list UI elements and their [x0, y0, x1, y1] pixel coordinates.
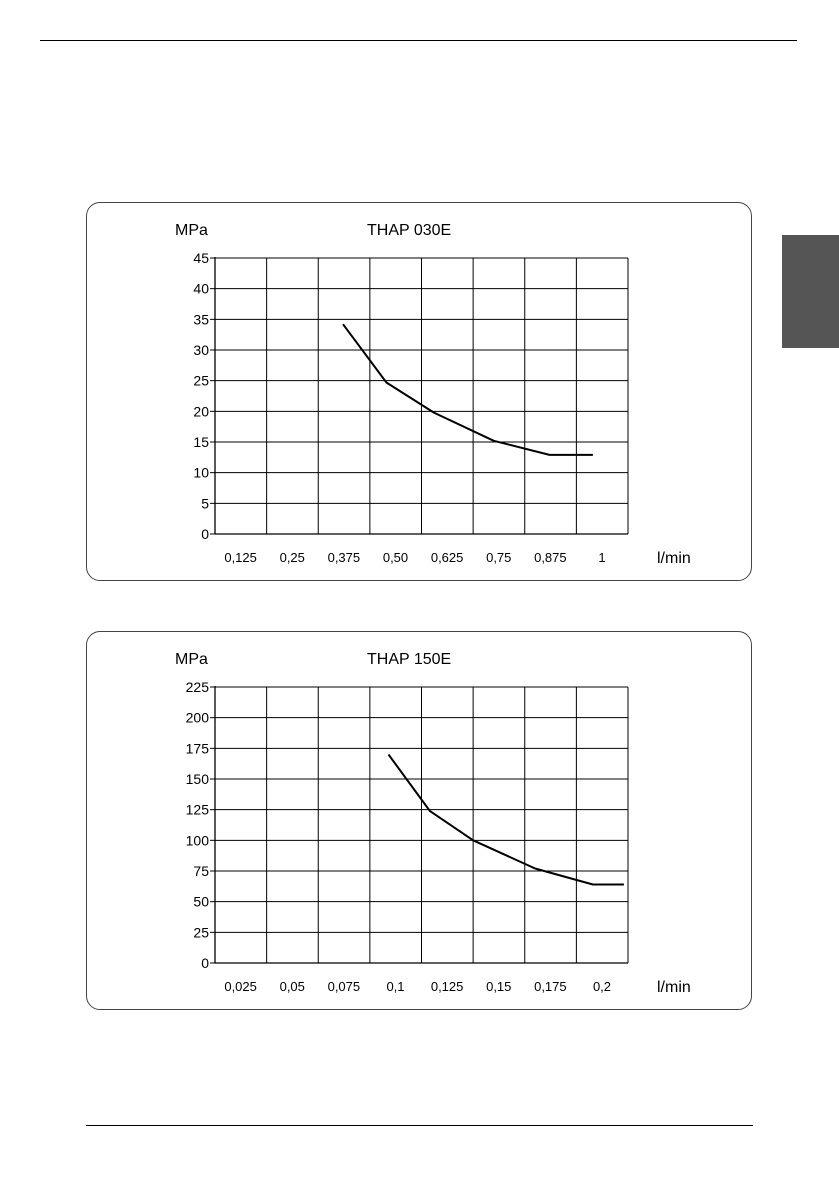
x-tick-label: 0,075: [328, 979, 361, 994]
x-tick-label: 0,175: [534, 979, 567, 994]
x-tick-label: 0,375: [328, 550, 361, 565]
chart-thap-150e: 0 25 50 75 100 125 150 175 200 225 0,025 0,05 0,075 0…: [175, 651, 691, 996]
chart-panel-thap-150e: 0 25 50 75 100 125 150 175 200 225 0,025 0,05 0,075 0…: [86, 631, 752, 1010]
x-tick-label: 0,125: [224, 550, 257, 565]
x-tick-label: 0,05: [280, 979, 305, 994]
y-tick-label: 40: [193, 281, 209, 297]
y-tick-label: 75: [193, 863, 209, 879]
y-tick-label: 20: [193, 403, 209, 419]
y-tick-label: 150: [186, 771, 210, 787]
y-tick-label: 5: [201, 495, 209, 511]
x-axis-label: l/min: [657, 979, 691, 996]
x-tick-label: 0,875: [534, 550, 567, 565]
bottom-rule: [86, 1125, 753, 1126]
y-tick-label: 175: [186, 740, 210, 756]
x-tick-label: 0,15: [486, 979, 511, 994]
y-axis-label: MPa: [175, 651, 208, 668]
chart-thap-030e: 0 5 10 15 20 25 30 35 40 45 0,125 0,25 0,375 0,50 0,62…: [175, 222, 691, 567]
chart-title: THAP 030E: [367, 222, 451, 239]
x-tick-label: 0,625: [431, 550, 464, 565]
y-tick-label: 25: [193, 924, 209, 940]
x-tick-label: 0,025: [224, 979, 257, 994]
x-tick-label: 0,50: [383, 550, 408, 565]
y-tick-label: 200: [186, 710, 210, 726]
y-tick-label: 125: [186, 802, 210, 818]
x-tick-label: 0,125: [431, 979, 464, 994]
series-line: [387, 753, 624, 886]
y-tick-label: 35: [193, 311, 209, 327]
y-tick-label: 225: [186, 679, 210, 695]
y-tick-label: 50: [193, 894, 209, 910]
chart-panel-thap-030e: 0 5 10 15 20 25 30 35 40 45 0,125 0,25 0,375 0,50 0,62…: [86, 202, 752, 581]
y-tick-label: 100: [186, 832, 210, 848]
y-tick-label: 0: [201, 955, 209, 971]
x-tick-label: 0,1: [386, 979, 404, 994]
y-tick-label: 30: [193, 342, 209, 358]
x-tick-label: 0,2: [593, 979, 611, 994]
y-tick-label: 15: [193, 434, 209, 450]
y-tick-label: 0: [201, 526, 209, 542]
x-tick-label: 1: [598, 550, 605, 565]
y-tick-label: 10: [193, 465, 209, 481]
chart-title: THAP 150E: [367, 651, 451, 668]
side-tab: [782, 235, 839, 348]
y-axis-label: MPa: [175, 222, 208, 239]
series-line: [342, 323, 593, 456]
x-tick-label: 0,25: [280, 550, 305, 565]
y-tick-label: 45: [193, 250, 209, 266]
top-rule: [40, 40, 797, 41]
y-tick-label: 25: [193, 373, 209, 389]
x-tick-label: 0,75: [486, 550, 511, 565]
x-axis-label: l/min: [657, 550, 691, 567]
